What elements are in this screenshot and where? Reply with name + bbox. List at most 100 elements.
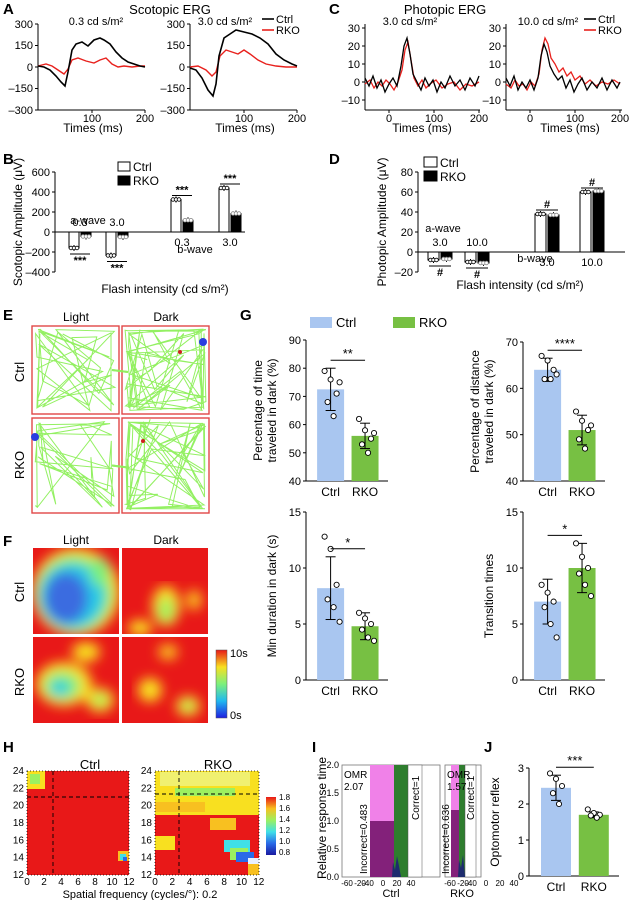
x-tick-label: RKO bbox=[581, 880, 607, 894]
data-point bbox=[321, 533, 328, 540]
photopic-b-wave-label: b-wave bbox=[517, 253, 552, 265]
h-ctrl-xtick: 10 bbox=[106, 877, 118, 888]
i-ctrl-xtick: -20 bbox=[354, 879, 366, 888]
data-point bbox=[361, 427, 369, 434]
doorway-crossing bbox=[111, 369, 129, 373]
y-axis-label: Min duration in dark (s) bbox=[265, 535, 279, 658]
h-ctrl-ytick: 18 bbox=[13, 818, 25, 829]
panel-letter-h: H bbox=[3, 739, 14, 756]
heatmaps-row-ctrl: Ctrl bbox=[12, 582, 27, 602]
scotopic-amplitude-ylabel: Scotopic Amplitude (μV) bbox=[11, 158, 25, 286]
data-point bbox=[575, 436, 583, 443]
category-label: 3.0 bbox=[539, 257, 554, 269]
y-tick-label: 0 bbox=[512, 675, 518, 687]
data-point bbox=[581, 445, 589, 452]
i-rko-xtick: -60 bbox=[444, 879, 456, 888]
y-tick-label: 10 bbox=[289, 563, 301, 575]
data-point bbox=[74, 245, 80, 251]
tracks-row-ctrl: Ctrl bbox=[12, 362, 27, 382]
photopic-plot-2-xtick: 200 bbox=[611, 113, 629, 125]
photopic-plot-2-xtick: 0 bbox=[527, 113, 533, 125]
i-ctrl-xtick: 40 bbox=[407, 879, 416, 888]
data-point bbox=[327, 376, 334, 383]
scotopic-plot-2-ytick: 300 bbox=[167, 19, 185, 31]
h-rko-xtick: 12 bbox=[253, 877, 265, 888]
panel-letter-i: I bbox=[312, 739, 316, 756]
scotopic-plot-2-xlabel: Times (ms) bbox=[215, 121, 275, 135]
data-point bbox=[324, 398, 331, 406]
data-point bbox=[336, 379, 343, 386]
heatmap-rko-light bbox=[33, 637, 119, 723]
i-ctrl-xtick: 0 bbox=[381, 879, 386, 888]
y-tick-label: 0 bbox=[44, 227, 50, 239]
i-rko-xtick: -40 bbox=[465, 879, 477, 888]
photopic-plot-1-ytick: –10 bbox=[342, 95, 360, 107]
doorway-crossing bbox=[111, 464, 129, 469]
y-tick-label: 0 bbox=[518, 871, 524, 883]
data-point bbox=[555, 800, 563, 808]
h-ctrl-title: Ctrl bbox=[80, 757, 100, 772]
h-colorbar bbox=[266, 797, 276, 855]
bar-ctrl bbox=[534, 369, 562, 481]
y-tick-label: 70 bbox=[506, 337, 518, 349]
photopic-plot-1-label: 3.0 cd s/m² bbox=[383, 16, 438, 28]
data-point bbox=[552, 775, 560, 782]
occupancy-heatmaps: Light Dark Ctrl RKO bbox=[12, 533, 248, 723]
scotopic-plot-2-ytick: –150 bbox=[161, 83, 185, 95]
light-dark-tracks: Light Dark Ctrl RKO bbox=[12, 310, 210, 514]
h-ctrl-ytick: 24 bbox=[13, 766, 25, 777]
scotopic-plot-1-ytick: –150 bbox=[9, 83, 33, 95]
h-rko-xtick: 0 bbox=[152, 877, 158, 888]
movement-track bbox=[124, 328, 207, 411]
y-tick-label: –20 bbox=[395, 267, 413, 279]
i-ytick: 2.0 bbox=[326, 760, 339, 770]
significance-label: # bbox=[589, 177, 595, 189]
x-tick-label: RKO bbox=[569, 485, 595, 499]
photopic-plot-1-ytick: 0 bbox=[354, 77, 360, 89]
scotopic-plot-2-rko-trace bbox=[189, 49, 297, 77]
response-time-charts: Relative response time OMR 2.07 Incorrec… bbox=[315, 757, 519, 900]
y-tick-label: 60 bbox=[506, 383, 518, 395]
photopic-plot-2-ytick: –10 bbox=[483, 95, 501, 107]
category-label: 3.0 bbox=[222, 237, 237, 249]
data-point bbox=[581, 581, 589, 588]
data-point bbox=[355, 415, 363, 423]
y-axis-label: Optomotor reflex bbox=[488, 777, 502, 866]
y-axis-label: Percentage of time bbox=[251, 360, 265, 461]
data-point bbox=[553, 371, 560, 378]
y-axis-label: traveled in dark (%) bbox=[482, 359, 496, 463]
h-ctrl-xtick: 4 bbox=[58, 877, 64, 888]
scotopic-legend-rko: RKO bbox=[276, 25, 300, 37]
y-axis-label: Transition times bbox=[482, 554, 496, 638]
data-point bbox=[572, 540, 580, 547]
photopic-amplitude-chart: Photopic Amplitude (μV) Flash intensity … bbox=[375, 156, 625, 292]
data-point bbox=[86, 234, 92, 239]
h-colorbar-tick: 1.8 bbox=[279, 793, 291, 802]
scotopic-legend-rko-bar: RKO bbox=[133, 174, 159, 188]
g-legend-rko: RKO bbox=[419, 315, 447, 330]
y-tick-label: 15 bbox=[506, 507, 518, 519]
i-rko-xtick: 20 bbox=[496, 879, 505, 888]
data-point bbox=[572, 408, 580, 415]
data-point bbox=[541, 376, 548, 383]
y-tick-label: 60 bbox=[289, 420, 301, 432]
y-tick-label: 2 bbox=[518, 799, 524, 811]
bar-ctrl bbox=[105, 231, 117, 256]
photopic-plot-1-ytick: 10 bbox=[348, 59, 360, 71]
data-point bbox=[586, 189, 591, 195]
data-point bbox=[541, 604, 548, 611]
bar-ctrl bbox=[170, 199, 182, 233]
data-point bbox=[593, 814, 600, 821]
i-ctrl-omr-value: 2.07 bbox=[344, 782, 364, 793]
scotopic-plot-1-ytick: 0 bbox=[27, 62, 33, 74]
panel-letter-b: B bbox=[3, 151, 14, 168]
i-ytick: 1.5 bbox=[326, 788, 339, 798]
heatmap-ctrl-dark bbox=[122, 548, 208, 634]
h-rko-ytick: 18 bbox=[141, 818, 153, 829]
i-rko-correct: Correct=1 bbox=[466, 775, 477, 820]
scotopic-plot-1-ytick: 300 bbox=[15, 19, 33, 31]
data-point bbox=[224, 185, 230, 191]
scotopic-plot-1-xlabel: Times (ms) bbox=[63, 121, 123, 135]
y-tick-label: 1 bbox=[518, 835, 524, 847]
data-point bbox=[236, 211, 242, 216]
